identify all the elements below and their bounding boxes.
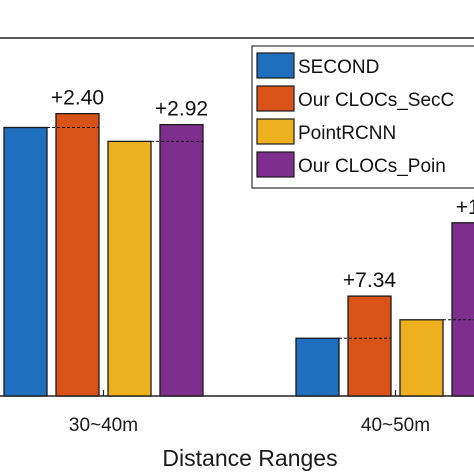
legend-swatch xyxy=(256,118,295,145)
legend-label: SECOND xyxy=(298,57,379,78)
x-tick-label: 30~40m xyxy=(69,415,138,436)
legend-swatch xyxy=(256,85,295,112)
plot-area: 30~40m 40~50m +2.40 +2.92 +7.34 +12 xyxy=(0,37,474,436)
improvement-label: +2.92 xyxy=(155,98,208,121)
legend-label: PointRCNN xyxy=(298,123,396,144)
bar-pointrcnn-1 xyxy=(107,140,152,397)
x-axis-title: Distance Ranges xyxy=(162,445,337,471)
legend: SECOND Our CLOCs_SecC PointRCNN Our CLOCs_P… xyxy=(251,45,474,189)
bar-our-clocs-secc-1 xyxy=(55,112,100,397)
legend-swatch xyxy=(256,52,295,79)
bar-second-2 xyxy=(295,337,340,397)
bar-our-clocs-poin-1 xyxy=(159,123,204,397)
x-tick-label: 40~50m xyxy=(361,415,430,436)
improvement-label: +2.40 xyxy=(51,87,104,110)
bar-our-clocs-secc-2 xyxy=(347,295,392,397)
legend-label: Our CLOCs_Poin xyxy=(298,156,446,177)
bar-second-1 xyxy=(3,126,48,397)
improvement-label: +7.34 xyxy=(343,269,396,292)
bar-pointrcnn-2 xyxy=(399,319,444,397)
bar-our-clocs-poin-2 xyxy=(451,222,474,397)
legend-swatch xyxy=(256,151,295,178)
improvement-label: +12 xyxy=(456,196,474,219)
legend-label: Our CLOCs_SecC xyxy=(298,90,454,111)
